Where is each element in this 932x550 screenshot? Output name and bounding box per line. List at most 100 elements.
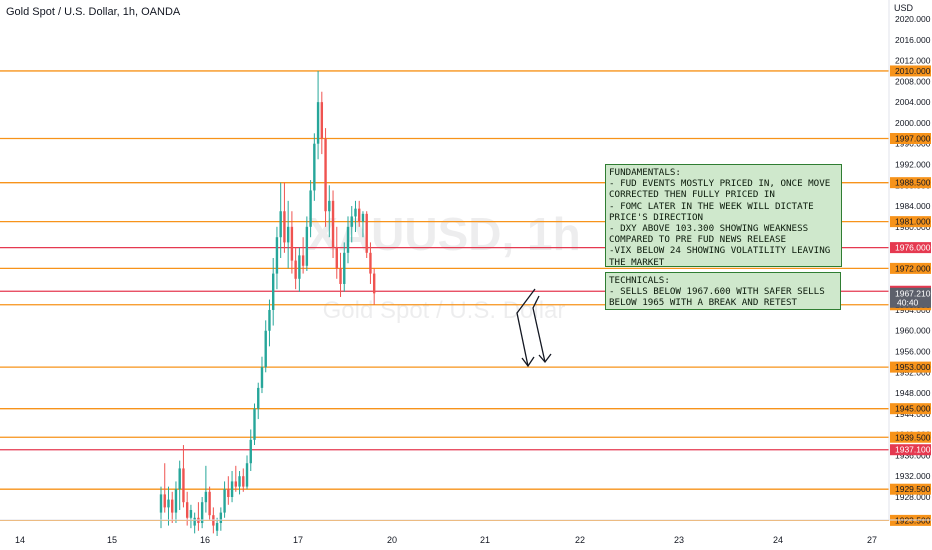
candle-body — [249, 439, 252, 464]
candle[interactable] — [178, 460, 181, 510]
candle[interactable] — [245, 455, 249, 490]
candle-body — [372, 273, 376, 294]
candle-body — [279, 211, 282, 238]
candle[interactable] — [320, 91, 324, 155]
price-tick-label: 1992.000 — [895, 159, 931, 169]
price-tick-label: 2020.000 — [895, 14, 931, 24]
candle-body — [301, 255, 305, 266]
candle[interactable] — [346, 216, 350, 264]
candle[interactable] — [358, 200, 361, 227]
level-price-label: 1953.000 — [895, 362, 931, 372]
candle-body — [339, 268, 342, 284]
candle[interactable] — [268, 299, 271, 347]
candle[interactable] — [223, 481, 226, 518]
candle[interactable] — [316, 70, 320, 160]
candle-body — [354, 208, 357, 217]
candle[interactable] — [193, 512, 196, 534]
candle[interactable] — [313, 133, 316, 201]
candle[interactable] — [283, 182, 286, 253]
time-tick-label: 22 — [575, 535, 585, 545]
candle-body — [238, 476, 241, 487]
level-price-badge: 1937.100 — [890, 444, 931, 456]
arrow-down — [532, 295, 546, 363]
candle[interactable] — [182, 445, 185, 508]
candle[interactable] — [234, 465, 237, 492]
candle[interactable] — [171, 491, 174, 523]
candle[interactable] — [339, 252, 342, 297]
current-price-label: 1967.210 — [895, 288, 931, 298]
level-price-label: 1976.000 — [895, 243, 931, 253]
candle-body — [286, 226, 290, 243]
candle[interactable] — [200, 497, 204, 529]
candle[interactable] — [335, 226, 338, 279]
candle[interactable] — [324, 128, 327, 227]
candle[interactable] — [204, 465, 208, 513]
candle-body — [358, 208, 361, 222]
candle-body — [174, 489, 178, 513]
candle-body — [331, 200, 335, 248]
candle-body — [193, 517, 196, 526]
candle[interactable] — [354, 200, 357, 233]
candle[interactable] — [301, 237, 305, 274]
level-price-badge: 1988.500 — [890, 177, 931, 189]
candle[interactable] — [309, 180, 312, 238]
candle-body — [272, 273, 275, 310]
candle[interactable] — [286, 200, 290, 269]
candle[interactable] — [163, 463, 166, 513]
candle-body — [208, 491, 211, 516]
candle[interactable] — [242, 468, 245, 492]
candle[interactable] — [219, 507, 223, 531]
candle[interactable] — [350, 206, 353, 243]
candle[interactable] — [253, 403, 256, 446]
candle-body — [215, 522, 219, 531]
candle-body — [268, 309, 271, 331]
candle-body — [167, 499, 170, 508]
level-price-badge: 1976.000 — [890, 242, 931, 254]
candle[interactable] — [305, 216, 309, 271]
candle[interactable] — [208, 486, 211, 521]
candle[interactable] — [174, 481, 178, 523]
candle[interactable] — [264, 320, 267, 373]
candle[interactable] — [298, 247, 301, 292]
candle-body — [182, 468, 185, 503]
candle-body — [335, 247, 338, 269]
candle[interactable] — [257, 382, 260, 420]
candle[interactable] — [189, 504, 193, 529]
badge-bg — [890, 242, 931, 254]
price-tick-label: 1936.000 — [895, 450, 931, 460]
candle[interactable] — [279, 182, 282, 258]
fundamentals-note[interactable]: FUNDAMENTALS: - FUD EVENTS MOSTLY PRICED… — [605, 164, 842, 268]
candle[interactable] — [328, 185, 331, 238]
badge-bg — [890, 361, 931, 373]
candle[interactable] — [290, 211, 294, 274]
candle[interactable] — [294, 247, 297, 290]
candle-body — [200, 502, 204, 523]
badge-bg — [890, 65, 931, 77]
price-tick-label: 1932.000 — [895, 471, 931, 481]
candle[interactable] — [215, 517, 219, 536]
candle[interactable] — [260, 356, 264, 394]
candle[interactable] — [365, 211, 368, 258]
candle[interactable] — [369, 242, 372, 284]
level-price-label: 1981.000 — [895, 217, 931, 227]
candle-body — [324, 138, 327, 212]
candle[interactable] — [275, 226, 279, 290]
candle[interactable] — [343, 242, 346, 292]
candle[interactable] — [372, 268, 376, 305]
currency-label[interactable]: USD — [894, 3, 914, 13]
time-tick-label: 14 — [15, 535, 25, 545]
candle[interactable] — [249, 429, 252, 472]
badge-bg — [890, 133, 931, 144]
candle[interactable] — [167, 486, 170, 526]
candle[interactable] — [159, 486, 163, 529]
candle[interactable] — [361, 211, 365, 238]
level-price-badge: 1997.000 — [890, 133, 931, 144]
time-tick-label: 27 — [867, 535, 877, 545]
candle[interactable] — [227, 476, 230, 505]
technicals-note[interactable]: TECHNICALS: - SELLS BELOW 1967.600 WITH … — [605, 272, 841, 310]
candle[interactable] — [238, 471, 241, 495]
candle[interactable] — [272, 258, 275, 326]
candle-body — [294, 260, 297, 279]
candle[interactable] — [230, 471, 234, 503]
candle[interactable] — [331, 190, 335, 258]
